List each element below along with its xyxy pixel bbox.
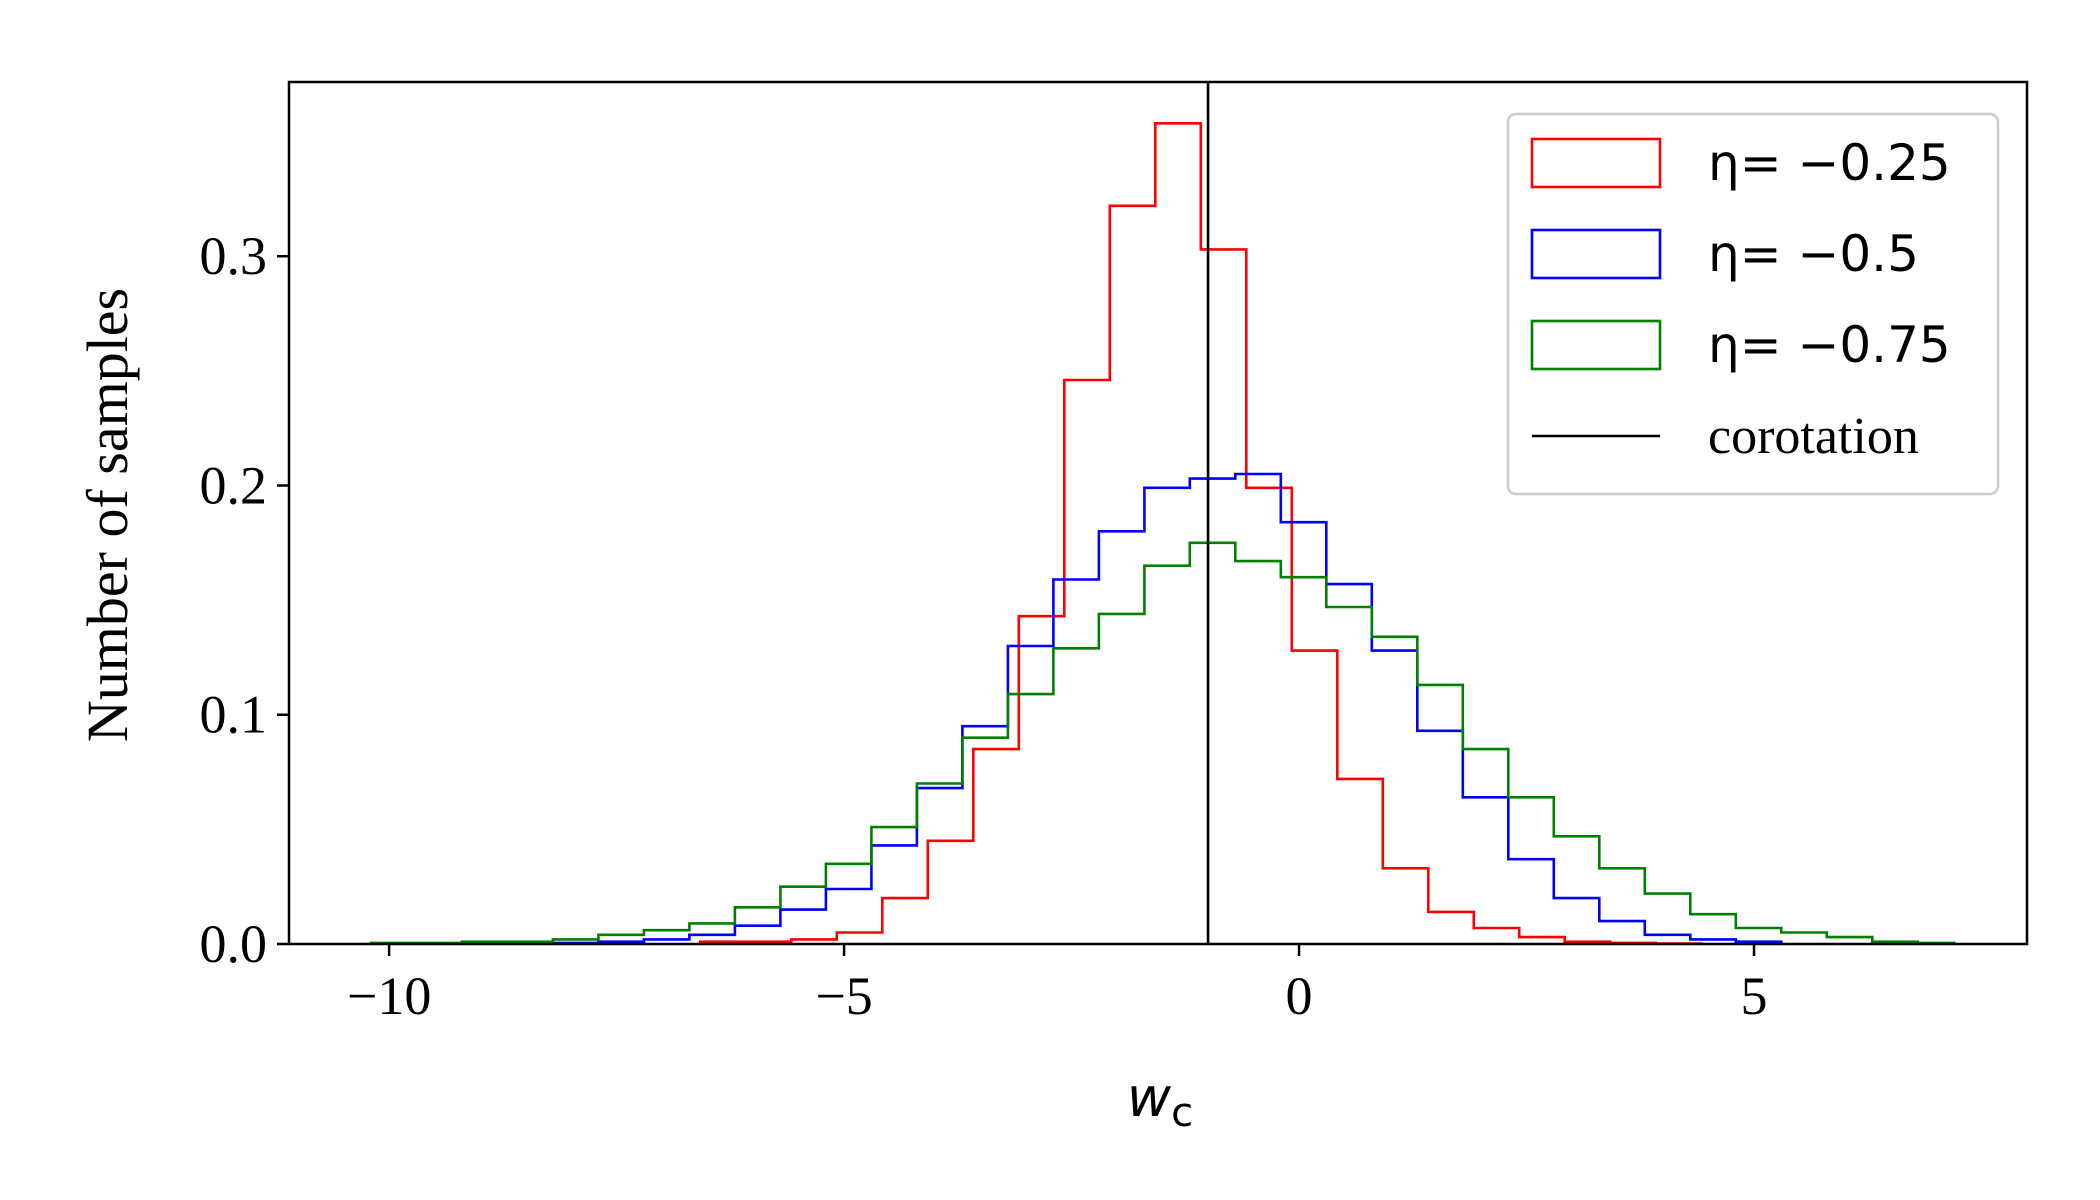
y-ticks: 0.0 0.1 0.2 0.3 (200, 226, 289, 974)
y-tick-label: 0.0 (200, 914, 268, 974)
series-3-step-line (369, 541, 1956, 945)
legend-swatch-2 (1530, 228, 1662, 280)
legend-label-3: η= −0.75 (1708, 316, 1951, 374)
x-tick-label: −10 (347, 966, 431, 1026)
legend-label-1: η= −0.25 (1708, 134, 1951, 192)
y-axis-label: Number of samples (75, 288, 140, 742)
series-1-step-line (699, 122, 1703, 945)
x-axis-label-subscript: c (1171, 1090, 1193, 1136)
legend-swatch-3 (1530, 319, 1662, 371)
y-tick-label: 0.3 (200, 226, 268, 286)
x-axis-label: wc (1127, 1066, 1193, 1136)
series-layer (369, 122, 1956, 945)
x-ticks: −10 −5 0 5 (347, 944, 1768, 1026)
legend-label-4: corotation (1708, 408, 1919, 465)
x-tick-label: 0 (1286, 966, 1313, 1026)
legend-box (1506, 112, 2000, 496)
x-tick-label: −5 (815, 966, 872, 1026)
y-tick-label: 0.1 (200, 685, 268, 745)
x-tick-label: 5 (1741, 966, 1768, 1026)
legend-items: η= −0.25 η= −0.5 η= −0.75 corotation (1530, 134, 1951, 465)
y-tick-label: 0.2 (200, 455, 268, 515)
x-axis-label-main: w (1127, 1066, 1172, 1129)
legend-label-2: η= −0.5 (1708, 225, 1919, 283)
legend: η= −0.25 η= −0.5 η= −0.75 corotation (1506, 112, 2000, 496)
series-2-step-line (551, 472, 1783, 945)
plot-frame (287, 80, 2029, 946)
legend-swatch-1 (1530, 137, 1662, 189)
